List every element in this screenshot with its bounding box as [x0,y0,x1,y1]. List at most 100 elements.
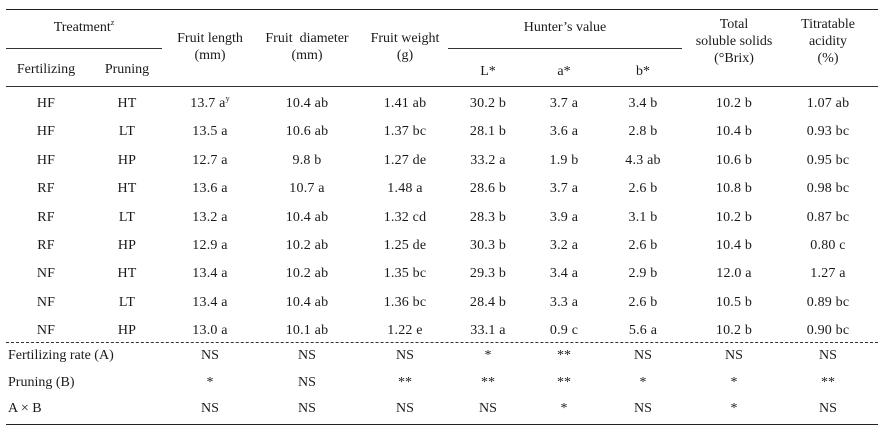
table-cell-weight: 1.36 bc [383,294,427,310]
header-fertilizing: Fertilizing [16,62,76,77]
stats-cell-a: ** [557,348,571,363]
table-cell-diameter: 9.8 b [292,152,322,168]
header-L: L* [480,64,496,79]
table-cell-L: 33.2 a [470,152,506,168]
table-cell-acid: 0.90 bc [806,323,850,339]
table-cell-tss: 10.8 b [715,181,753,197]
header-pruning: Pruning [104,62,150,77]
table-cell-diameter: 10.2 ab [285,266,329,282]
table-cell-diameter: 10.4 ab [285,209,329,225]
table-cell-tss: 10.2 b [715,96,753,111]
table-cell-L: 30.3 b [469,238,507,253]
table-cell-L: 33.1 a [470,323,506,339]
stats-cell-diameter: NS [298,374,316,390]
table-cell-length: 12.9 a [192,238,228,253]
table-cell-length: 13.6 a [192,181,228,197]
table-cell-a: 3.4 a [549,266,579,282]
table-cell-fert: HF [36,152,56,168]
table-cell-length: 13.0 a [192,323,228,339]
table-cell-length: 13.2 a [192,209,228,225]
table-cell-L: 30.2 b [469,96,507,111]
table-cell-diameter: 10.6 ab [285,124,329,140]
stats-cell-diameter: NS [298,348,316,363]
header-a: a* [557,64,571,79]
table-cell-acid: 0.93 bc [806,124,850,140]
table-cell-fert: NF [36,294,56,310]
table-cell-prune: HT [117,96,137,111]
table-cell-acid: 1.07 ab [806,96,850,111]
table-cell-acid: 0.87 bc [806,209,850,225]
table-cell-weight: 1.37 bc [383,124,427,140]
table-cell-a: 3.3 a [549,294,579,310]
table-cell-L: 28.1 b [469,124,507,140]
table-cell-tss: 10.2 b [715,323,753,339]
table-cell-tss: 12.0 a [716,266,752,282]
table-cell-fert: HF [36,96,56,111]
table-cell-b: 3.4 b [628,96,658,111]
stats-cell-diameter: NS [298,401,316,416]
table-cell-length: 13.4 a [192,294,228,310]
stats-cell-L: ** [481,374,495,390]
table-cell-diameter: 10.4 ab [285,294,329,310]
table-cell-diameter: 10.4 ab [285,96,329,111]
table-cell-tss: 10.2 b [715,209,753,225]
header-treatment: Treatmentz [53,18,115,36]
table-cell-b: 2.6 b [628,238,658,253]
table-cell-weight: 1.48 a [387,181,423,197]
table-cell-acid: 0.95 bc [806,152,850,168]
table-cell-fert: NF [36,323,56,339]
table-cell-tss: 10.4 b [715,238,753,253]
stats-cell-tss: * [730,401,738,416]
stats-cell-length: NS [201,401,219,416]
stats-cell-weight: NS [396,348,414,363]
table-cell-b: 2.8 b [628,124,658,140]
table-cell-acid: 0.98 bc [806,181,850,197]
stats-cell-L: NS [479,401,497,416]
table-cell-length: 13.7 ay [190,94,230,112]
table-cell-length: 12.7 a [192,152,228,168]
header-b: b* [636,64,650,79]
table-cell-prune: HT [117,266,137,282]
table-cell-prune: HP [117,152,137,168]
table-cell-weight: 1.41 ab [383,96,427,111]
table-cell-fert: RF [37,209,55,225]
stats-cell-L: * [484,348,492,363]
table-cell-b: 2.9 b [628,266,658,282]
table-cell-length: 13.4 a [192,266,228,282]
table-cell-diameter: 10.7 a [289,181,325,197]
table-cell-tss: 10.4 b [715,124,753,140]
stats-cell-a: ** [557,374,571,390]
treatment-subrule [6,48,162,49]
table-cell-b: 2.6 b [628,294,658,310]
header-total-soluble-solids: Total soluble solids (°Brix) [695,17,773,66]
table-cell-a: 0.9 c [549,323,579,339]
table-cell-acid: 1.27 a [810,266,846,282]
table-cell-diameter: 10.1 ab [285,323,329,339]
table-cell-weight: 1.27 de [383,152,427,168]
table-cell-prune: LT [118,124,136,140]
table-cell-tss: 10.5 b [715,294,753,310]
stats-cell-b: NS [634,348,652,363]
hunter-subrule [448,48,682,49]
header-fruit-diameter: Fruit diameter (mm) [265,31,349,63]
header-hunter-value: Hunter’s value [523,20,607,35]
table-cell-a: 3.7 a [549,96,579,111]
table-cell-diameter: 10.2 ab [285,238,329,253]
top-rule [6,9,878,10]
table-cell-length: 13.5 a [192,124,228,140]
stats-cell-b: * [639,374,647,390]
table-cell-acid: 0.89 bc [806,294,850,310]
stats-cell-acid: NS [819,348,837,363]
table-cell-weight: 1.35 bc [383,266,427,282]
table-cell-fert: HF [36,124,56,140]
stats-cell-weight: ** [398,374,412,390]
table-cell-a: 3.2 a [549,238,579,253]
table-cell-L: 29.3 b [469,266,507,282]
stats-cell-length: NS [201,348,219,363]
table-cell-weight: 1.22 e [387,323,423,339]
table-cell-prune: LT [118,209,136,225]
table-cell-L: 28.4 b [469,294,507,310]
stats-separator-rule [6,342,878,343]
stats-cell-tss: * [730,374,738,390]
table-cell-a: 3.9 a [549,209,579,225]
